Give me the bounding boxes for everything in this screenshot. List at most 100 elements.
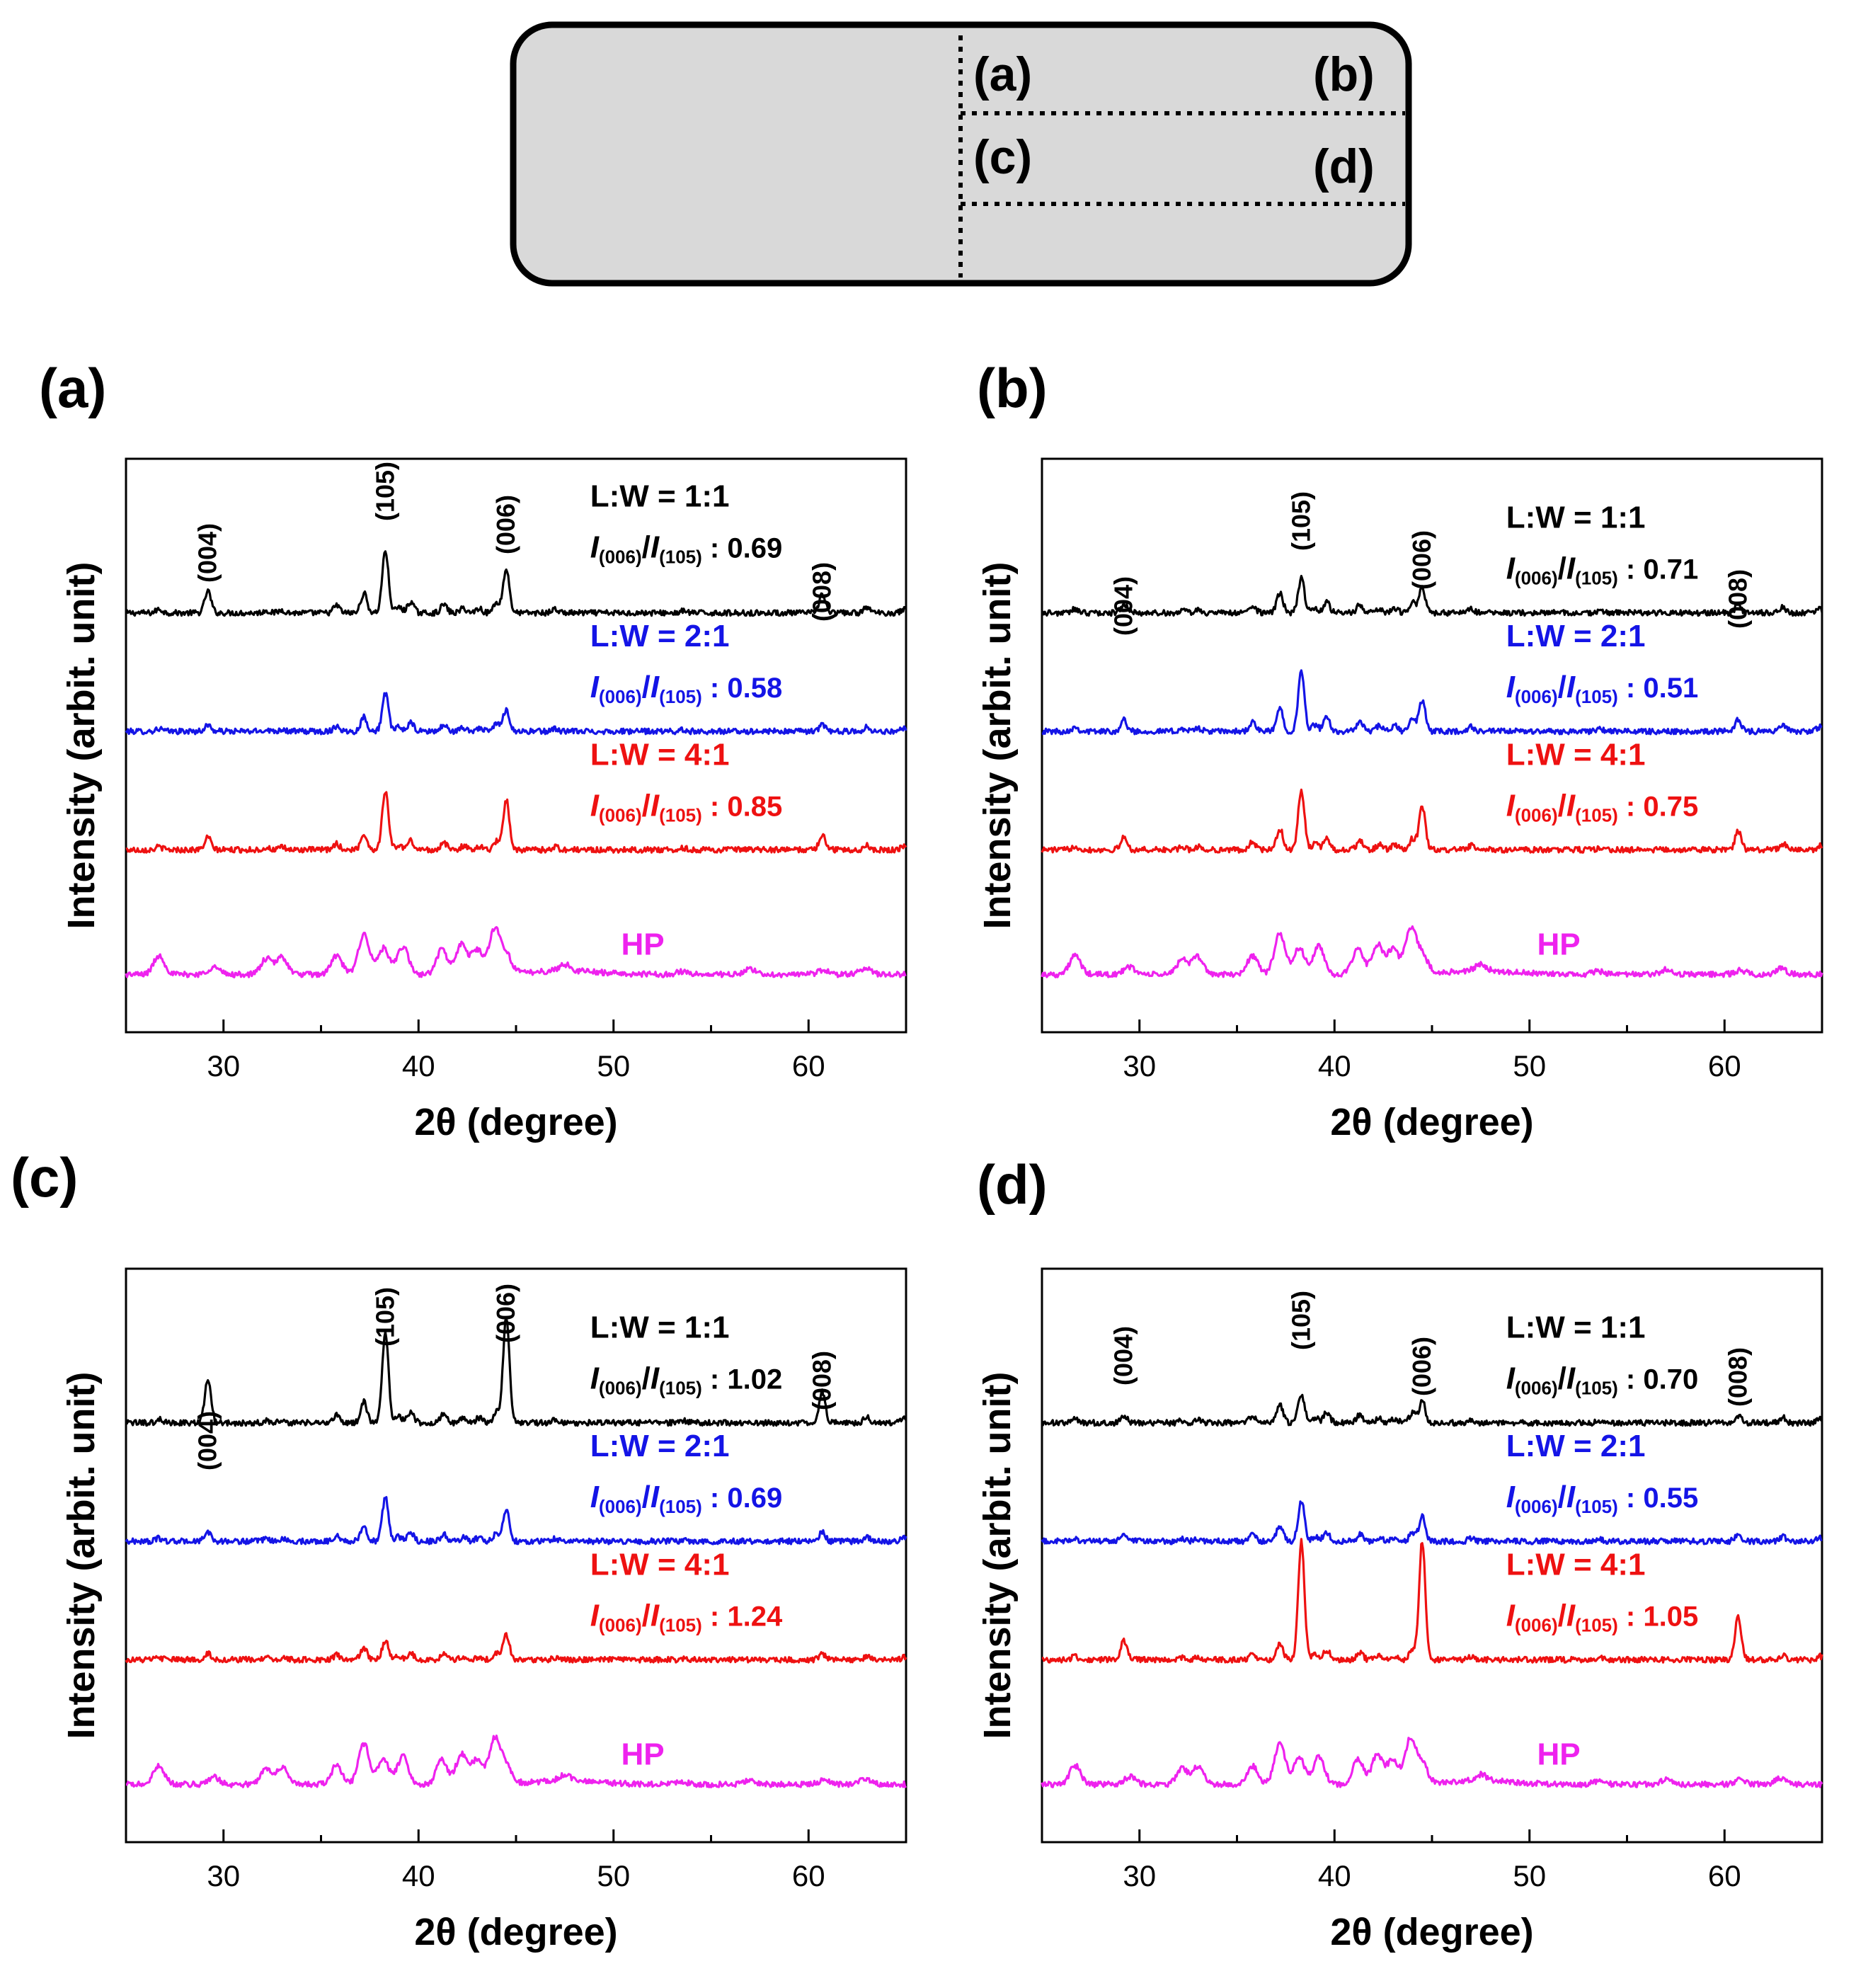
panel-title: (a) xyxy=(39,357,106,419)
diagram-label-b: (b) xyxy=(1313,47,1375,101)
series-line-blue xyxy=(125,692,907,736)
x-tick-label: 40 xyxy=(1318,1859,1351,1892)
x-tick-label: 40 xyxy=(402,1859,435,1892)
diagram-label-c: (c) xyxy=(973,130,1032,184)
x-axis-title: 2θ (degree) xyxy=(1330,1101,1533,1143)
panel-title: (c) xyxy=(11,1146,78,1209)
ratio-label: I(006)/I(105) : 1.24 xyxy=(590,1598,783,1635)
series-line-magenta xyxy=(125,926,907,978)
panel-title: (d) xyxy=(977,1153,1048,1216)
x-tick-label: 40 xyxy=(1318,1049,1351,1082)
y-axis-title: Intensity (arbit. unit) xyxy=(976,562,1019,930)
series-line-red xyxy=(1041,788,1823,854)
series-line-red xyxy=(1041,1538,1823,1664)
x-tick-label: 40 xyxy=(402,1049,435,1082)
peak-label: (008) xyxy=(1724,569,1753,629)
sample-diagram: (a) (b) (c) (d) xyxy=(510,21,1412,287)
series-label: L:W = 1:1 xyxy=(590,1310,730,1345)
series-label: HP xyxy=(1537,927,1581,961)
ratio-label: I(006)/I(105) : 0.69 xyxy=(590,530,783,568)
series-line-magenta xyxy=(1041,1737,1823,1788)
x-tick-label: 60 xyxy=(792,1049,825,1082)
peak-label: (105) xyxy=(370,462,399,521)
x-tick-label: 50 xyxy=(1513,1859,1546,1892)
series-line-red xyxy=(125,1632,907,1664)
series-line-blue xyxy=(1041,669,1823,736)
series-label: L:W = 4:1 xyxy=(1506,737,1646,772)
ratio-label: I(006)/I(105) : 0.58 xyxy=(590,670,783,707)
x-axis-title: 2θ (degree) xyxy=(414,1911,617,1953)
panel-title: (b) xyxy=(977,357,1048,419)
panel-c: (c) 30 40 50 60 2θ (degree) Intensity (arbit. … xyxy=(11,1146,907,1953)
series-label: L:W = 2:1 xyxy=(590,1429,730,1463)
ratio-label: I(006)/I(105) : 0.55 xyxy=(1506,1480,1699,1517)
peak-label: (004) xyxy=(1109,1326,1138,1386)
peak-label: (004) xyxy=(193,523,222,583)
x-axis-title: 2θ (degree) xyxy=(414,1101,617,1143)
peak-label: (006) xyxy=(1407,1337,1436,1396)
y-axis-title: Intensity (arbit. unit) xyxy=(60,1372,103,1740)
series-line-magenta xyxy=(1041,925,1823,978)
ratio-label: I(006)/I(105) : 0.85 xyxy=(590,788,783,826)
series-line-black xyxy=(1041,1393,1823,1427)
x-axis-title: 2θ (degree) xyxy=(1330,1911,1533,1953)
ratio-label: I(006)/I(105) : 1.02 xyxy=(590,1361,783,1399)
series-line-blue xyxy=(1041,1500,1823,1546)
peak-label: (006) xyxy=(491,495,520,554)
series-label: L:W = 1:1 xyxy=(1506,1310,1646,1345)
ratio-label: I(006)/I(105) : 0.71 xyxy=(1506,552,1699,589)
series-label: L:W = 1:1 xyxy=(590,479,730,514)
x-tick-label: 50 xyxy=(597,1859,630,1892)
x-tick-label: 30 xyxy=(1123,1049,1156,1082)
x-tick-label: 30 xyxy=(1123,1859,1156,1892)
series-line-red xyxy=(125,791,907,854)
x-tick-label: 60 xyxy=(792,1859,825,1892)
peak-label: (008) xyxy=(1724,1347,1753,1407)
diagram-label-a: (a) xyxy=(973,47,1032,101)
peak-label: (008) xyxy=(808,1351,837,1410)
series-line-black xyxy=(1041,574,1823,617)
series-label: L:W = 1:1 xyxy=(1506,501,1646,535)
peak-label: (004) xyxy=(193,1411,222,1470)
sample-outline xyxy=(510,21,1412,287)
series-label: L:W = 2:1 xyxy=(590,619,730,653)
x-tick-label: 30 xyxy=(207,1049,240,1082)
x-tick-label: 60 xyxy=(1708,1859,1741,1892)
ratio-label: I(006)/I(105) : 0.75 xyxy=(1506,788,1699,826)
peak-label: (006) xyxy=(1407,530,1436,590)
ratio-label: I(006)/I(105) : 0.51 xyxy=(1506,670,1699,707)
series-line-magenta xyxy=(125,1735,907,1788)
panel-a: (a) 30 40 50 60 2θ (degree) Intensity (arbit. … xyxy=(39,357,907,1143)
series-label: L:W = 4:1 xyxy=(1506,1547,1646,1582)
series-label: L:W = 2:1 xyxy=(1506,619,1646,653)
ratio-label: I(006)/I(105) : 0.69 xyxy=(590,1480,783,1517)
series-label: HP xyxy=(621,1737,665,1771)
series-label: L:W = 4:1 xyxy=(590,1547,730,1582)
plot-frame xyxy=(125,1267,907,1844)
panel-b: (b) 30 40 50 60 2θ (degree) Intensity (arbit. … xyxy=(976,357,1823,1143)
ratio-label: I(006)/I(105) : 1.05 xyxy=(1506,1598,1699,1635)
series-label: L:W = 2:1 xyxy=(1506,1429,1646,1463)
y-axis-title: Intensity (arbit. unit) xyxy=(60,562,103,930)
diagram-label-d: (d) xyxy=(1313,139,1375,193)
panel-d: (d) 30 40 50 60 2θ (degree) Intensity (arbit. … xyxy=(976,1153,1823,1953)
series-line-black xyxy=(125,1317,907,1427)
series-label: L:W = 4:1 xyxy=(590,737,730,772)
ratio-label: I(006)/I(105) : 0.70 xyxy=(1506,1361,1699,1399)
peak-label: (004) xyxy=(1109,576,1138,636)
x-tick-label: 30 xyxy=(207,1859,240,1892)
y-axis-title: Intensity (arbit. unit) xyxy=(976,1372,1019,1740)
series-line-blue xyxy=(125,1496,907,1546)
series-label: HP xyxy=(1537,1737,1581,1771)
peak-label: (105) xyxy=(1286,1291,1315,1350)
peak-label: (105) xyxy=(370,1287,399,1347)
x-tick-label: 60 xyxy=(1708,1049,1741,1082)
series-label: HP xyxy=(621,927,665,961)
peak-label: (008) xyxy=(808,562,837,622)
peak-label: (105) xyxy=(1286,491,1315,551)
x-tick-label: 50 xyxy=(1513,1049,1546,1082)
series-line-black xyxy=(125,550,907,617)
peak-label: (006) xyxy=(491,1284,520,1343)
x-tick-label: 50 xyxy=(597,1049,630,1082)
